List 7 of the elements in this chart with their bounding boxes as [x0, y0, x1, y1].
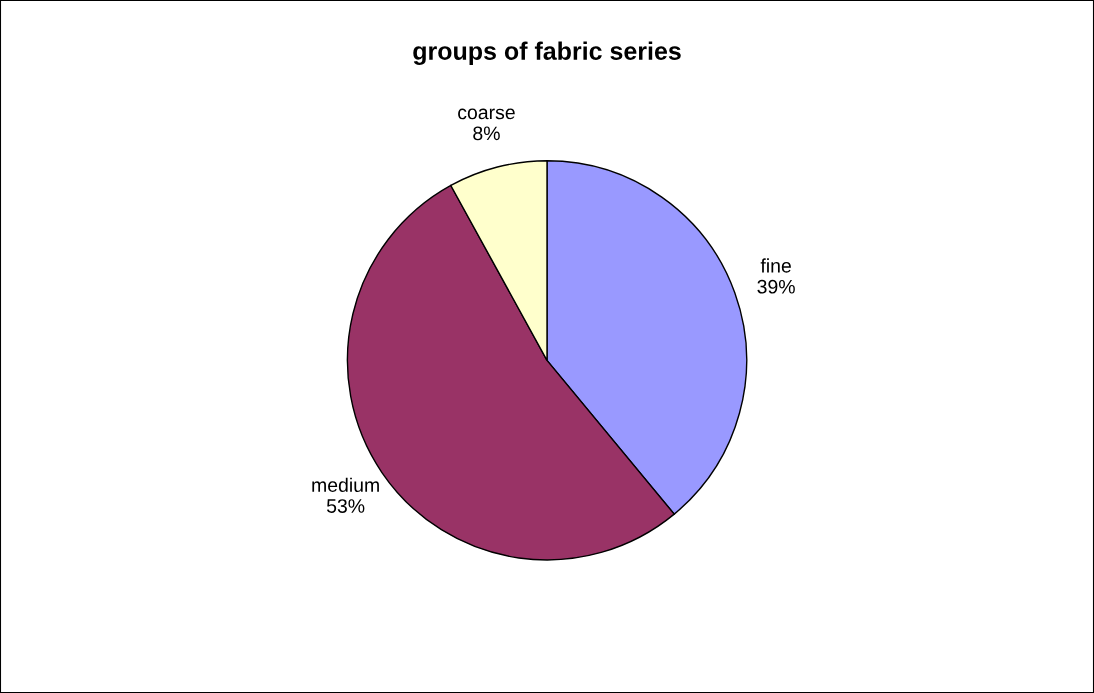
slice-label: fine [760, 258, 791, 273]
data-label: 8% [473, 126, 500, 141]
slice-label: coarse [458, 108, 515, 120]
chart-title: groups of fabric series [413, 41, 681, 65]
data-label: 39% [757, 279, 795, 294]
slice-label: medium [312, 477, 379, 492]
data-label: 53% [326, 499, 365, 513]
